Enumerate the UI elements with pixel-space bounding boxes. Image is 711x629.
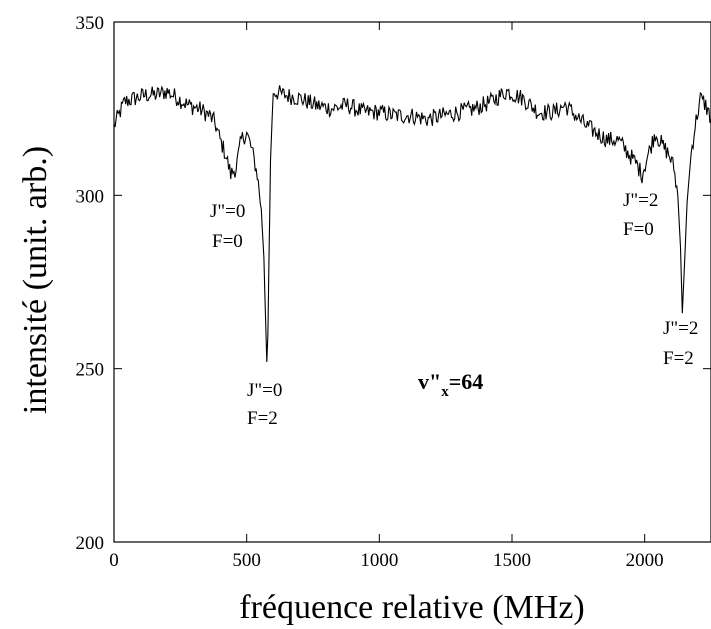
vibrational-level-main: v"	[418, 369, 441, 394]
plot-frame	[113, 21, 711, 543]
x-axis-label: fréquence relative (MHz)	[239, 589, 584, 626]
annotation-j2-f2-line2: F=2	[663, 348, 694, 369]
x-tick-label: 1000	[360, 550, 398, 571]
x-tick-label: 1500	[493, 550, 531, 571]
annotation-j0-f0-line1: J"=0	[210, 201, 245, 222]
annotation-j2-f2-line1: J"=2	[663, 318, 698, 339]
tick-labels: 0 500 1000 1500 2000 200 250 300 350	[76, 13, 664, 571]
y-tick-label: 300	[76, 186, 105, 207]
series-line	[113, 85, 711, 363]
vibrational-level-subscript: x	[441, 384, 449, 400]
annotation-j0-f0-line2: F=0	[212, 231, 243, 252]
vibrational-level-label: v"x=64	[418, 369, 483, 400]
annotation-j2-f0-line1: J"=2	[623, 190, 658, 211]
x-tick-label: 0	[109, 550, 119, 571]
x-tick-label: 500	[232, 550, 261, 571]
annotation-j0-f2-line1: J"=0	[247, 380, 282, 401]
y-tick-label: 200	[76, 533, 105, 554]
y-tick-label: 250	[76, 360, 105, 381]
annotation-j2-f0-line2: F=0	[623, 219, 654, 240]
y-axis-label: intensité (unit. arb.)	[17, 146, 54, 414]
y-tick-label: 350	[76, 13, 105, 34]
vibrational-level-value: =64	[449, 369, 484, 394]
annotation-j0-f2-line2: F=2	[247, 408, 278, 429]
x-tick-label: 2000	[626, 550, 664, 571]
